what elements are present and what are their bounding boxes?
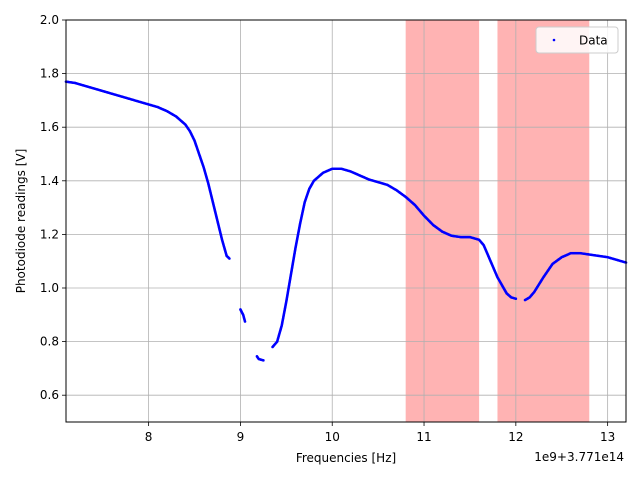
- y-tick-label: 2.0: [40, 13, 59, 27]
- x-tick-label: 13: [600, 430, 615, 444]
- legend: Data: [535, 26, 619, 54]
- data-point: [514, 297, 518, 301]
- y-tick-label: 1.8: [40, 67, 59, 81]
- y-tick-label: 1.0: [40, 281, 59, 295]
- x-axis-ticks: 8 9 10 11 12 13: [145, 422, 615, 444]
- highlight-bands: [405, 20, 590, 422]
- y-tick-label: 1.4: [40, 174, 59, 188]
- x-tick-label: 11: [416, 430, 431, 444]
- data-point: [228, 257, 231, 260]
- y-axis-ticks: 0.6 0.8 1.0 1.2 1.4 1.6 1.8 2.0: [40, 13, 66, 402]
- x-axis-offset-text: 1e9+3.771e14: [534, 450, 624, 464]
- x-tick-label: 9: [237, 430, 245, 444]
- legend-box: [535, 26, 619, 54]
- highlight-band-2: [497, 20, 590, 422]
- x-tick-label: 8: [145, 430, 153, 444]
- y-tick-label: 0.6: [40, 388, 59, 402]
- highlight-band-1: [405, 20, 480, 422]
- x-tick-label: 10: [325, 430, 340, 444]
- legend-marker: [552, 38, 556, 42]
- y-tick-label: 0.8: [40, 335, 59, 349]
- y-tick-label: 1.6: [40, 120, 59, 134]
- plot-frame: [65, 19, 627, 423]
- y-axis-label: Photodiode readings [V]: [14, 149, 28, 294]
- x-tick-label: 12: [508, 430, 523, 444]
- legend-label: Data: [579, 34, 608, 48]
- data-point: [262, 359, 265, 362]
- data-series: [64, 80, 628, 362]
- y-tick-label: 1.2: [40, 227, 59, 241]
- data-point: [243, 320, 247, 323]
- x-axis-label: Frequencies [Hz]: [296, 451, 396, 465]
